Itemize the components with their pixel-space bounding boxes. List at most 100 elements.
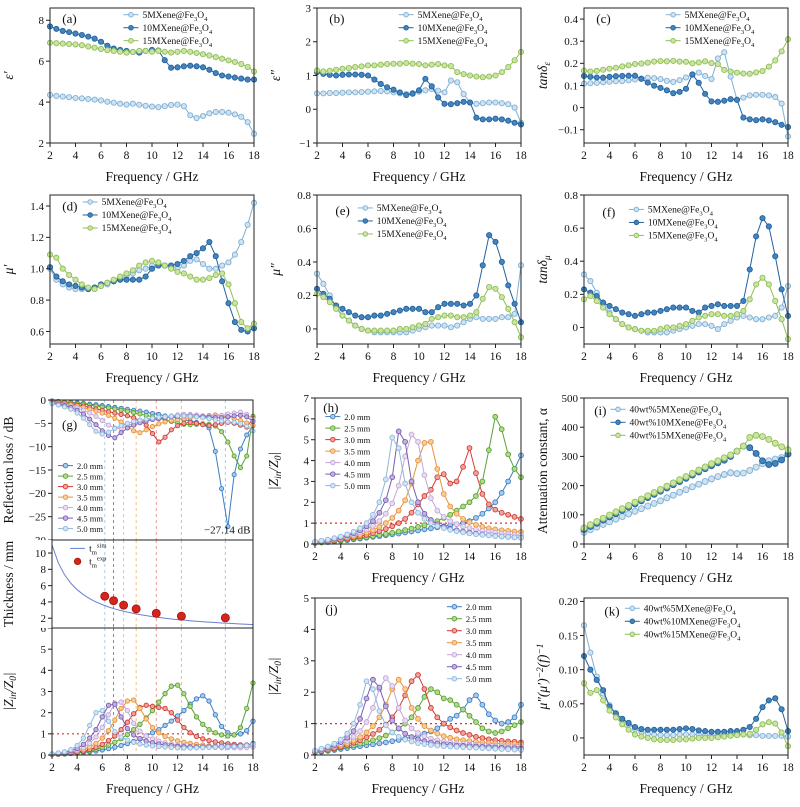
series-a-0: [46, 91, 258, 137]
y-axis-label: μ″(μ′)−2(f)−1: [535, 643, 550, 710]
panel-c: −0.1 0 0.1 0.2 0.3 0.4 2 4 6 8 10 12 14 16 18 Frequency…: [534, 0, 800, 187]
x-tick-label: 12: [706, 150, 718, 162]
x-tick-label: 16: [490, 150, 502, 162]
x-tick-label: 2: [314, 351, 320, 363]
legend-label: 5.0 mm: [466, 674, 492, 684]
x-tick-label: 2: [47, 150, 53, 162]
y-tick-label: 6: [41, 580, 47, 592]
x-tick-label: 14: [464, 762, 476, 774]
legend-label: 4.0 mm: [77, 503, 103, 513]
y-tick-label: 2: [41, 707, 47, 719]
y-tick-label: 4: [41, 665, 47, 677]
series-f-2: [580, 274, 792, 343]
legend-marker-sample: [362, 218, 369, 224]
y-tick-label: 0.05: [559, 699, 579, 711]
legend-marker-sample: [629, 631, 636, 638]
x-tick-label: 18: [515, 762, 527, 774]
x-tick-label: 14: [197, 762, 209, 774]
legend-marker-sample: [62, 483, 69, 490]
x-tick-label: 18: [515, 351, 527, 363]
legend-label: 40wt%15MXene@Fe3O4: [630, 432, 727, 444]
y-tick-label: −25: [29, 511, 47, 523]
legend-marker-sample: [87, 212, 93, 218]
legend-label: 5MXene@Fe3O4: [377, 204, 443, 216]
y-tick-label: 1.4: [30, 201, 44, 213]
y-tick-label: 500: [562, 393, 579, 405]
legend-marker-sample: [633, 206, 640, 213]
x-tick-label: 6: [364, 551, 370, 563]
y-tick-label: 0.6: [297, 223, 311, 235]
x-tick-label: 8: [658, 551, 664, 563]
chart-f: 0 0.2 0.4 0.6 0.8 2 4 6 8 10 12 14 16 18 Frequency / G…: [535, 190, 794, 385]
x-tick-label: 10: [413, 351, 425, 363]
panel-k: 0 0.05 0.10 0.15 0.20 2 4 6 8 10 12 14 16 18 Frequency…: [534, 590, 800, 807]
y-tick-label: 0.8: [30, 295, 44, 307]
x-tick-label: 12: [439, 150, 451, 162]
y-tick-label: 0.2: [297, 290, 311, 302]
x-tick-label: 10: [412, 762, 424, 774]
legend-marker-sample: [670, 11, 676, 18]
legend-marker-sample: [615, 432, 621, 439]
y-tick-label: 5: [304, 435, 310, 447]
x-tick-label: 4: [74, 762, 80, 774]
legend-marker-sample: [62, 515, 69, 521]
series-b-0: [313, 77, 525, 126]
x-tick-label: 6: [98, 150, 104, 162]
y-tick-label: 300: [562, 451, 579, 463]
y-tick-label: 2: [304, 687, 310, 699]
legend-marker-sample: [62, 525, 69, 532]
series-d-2: [46, 251, 258, 332]
series-k-2: [580, 680, 792, 750]
legend-label: 15MXene@Fe3O4: [418, 37, 488, 49]
x-tick-label: 12: [172, 762, 184, 774]
x-tick-label: 16: [490, 762, 502, 774]
legend-marker-sample: [451, 615, 458, 622]
y-tick-label: 2: [306, 37, 312, 49]
y-tick-label: 0.20: [559, 596, 579, 608]
x-tick-label: 8: [391, 351, 397, 363]
y-axis-label: tanδε: [535, 62, 553, 90]
y-tick-label: 6: [304, 414, 310, 426]
x-tick-label: 10: [412, 551, 424, 563]
y-tick-label: 200: [562, 480, 579, 492]
legend-label: 15MXene@Fe3O4: [142, 37, 212, 49]
x-tick-label: 16: [757, 351, 769, 363]
panel-b: −1 0 1 2 3 2 4 6 8 10 12 14 16 18 Frequency / GHz ε″ (b)…: [267, 0, 533, 187]
x-tick-label: 2: [581, 762, 587, 774]
y-tick-label: −10: [29, 441, 47, 453]
y-tick-label: 0.1: [564, 80, 578, 92]
x-tick-label: 18: [782, 150, 794, 162]
x-tick-label: 2: [47, 351, 53, 363]
legend-label: 15MXene@Fe3O4: [648, 232, 718, 244]
x-tick-label: 18: [515, 551, 527, 563]
series-d-1: [46, 239, 258, 335]
legend-marker-sample: [87, 225, 93, 231]
legend-label: 5MXene@Fe3O4: [418, 11, 484, 23]
x-tick-label: 8: [658, 351, 664, 363]
y-tick-label: 0: [573, 102, 579, 114]
series-g_t-0: [51, 544, 254, 626]
x-tick-label: 16: [490, 351, 502, 363]
y-tick-label: 1: [41, 729, 47, 741]
panel-tag: (h): [323, 400, 338, 415]
y-tick-label: 0.8: [564, 190, 578, 202]
legend-label: 5.0 mm: [344, 481, 370, 491]
y-tick-label: 0: [304, 750, 310, 762]
legend-marker-sample: [403, 11, 409, 18]
y-tick-label: −30: [29, 535, 47, 540]
x-tick-label: 12: [438, 762, 450, 774]
legend-marker-sample: [451, 651, 458, 658]
legend-marker-sample: [451, 663, 458, 670]
legend-marker-sample: [330, 436, 336, 443]
y-tick-label: 100: [562, 510, 579, 522]
x-tick-label: 6: [365, 150, 371, 162]
legend-marker-sample: [362, 231, 369, 237]
panel-tag: (f): [602, 204, 615, 219]
legend-i: 40wt%5MXene@Fe3O440wt%10MXene@Fe3O440wt%…: [610, 406, 727, 444]
x-tick-label: 12: [172, 351, 184, 363]
x-axis-label: Frequency / GHz: [640, 169, 733, 184]
series-k-1: [580, 652, 792, 735]
legend-label: 5MXene@Fe3O4: [685, 11, 751, 23]
